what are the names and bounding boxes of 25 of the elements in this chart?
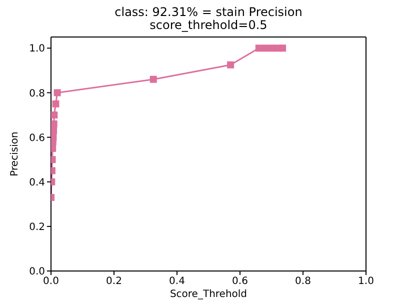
point [51, 144, 56, 152]
chart-subtitle: score_threhold=0.5 [148, 18, 268, 32]
y-tick-label: 0.8 [29, 88, 45, 100]
y-tick-label: 0.6 [29, 132, 45, 144]
point [51, 112, 58, 118]
y-tick-label: 0.2 [29, 222, 45, 233]
y-tick-label: 1.0 [29, 44, 45, 55]
x-tick-label: 0.0 [43, 276, 59, 288]
y-tick-label: 0.0 [29, 266, 45, 278]
x-tick-label: 1.0 [358, 276, 374, 288]
chart-title: class: 92.31% = stain Precision [114, 5, 304, 19]
x-tick-label: 0.6 [232, 276, 248, 288]
x-axis-title: Score_Threhold [170, 289, 248, 300]
point [51, 120, 58, 128]
point [279, 44, 286, 52]
point [227, 61, 234, 68]
x-tick-label: 0.4 [169, 276, 185, 288]
x-tick-label: 0.2 [106, 276, 122, 288]
point [51, 127, 58, 134]
x-tick-label: 0.8 [295, 276, 311, 288]
y-axis-title: Precision [10, 132, 21, 176]
point [52, 100, 60, 108]
y-tick-label: 0.4 [29, 177, 45, 188]
point [54, 89, 61, 96]
point [150, 76, 157, 83]
